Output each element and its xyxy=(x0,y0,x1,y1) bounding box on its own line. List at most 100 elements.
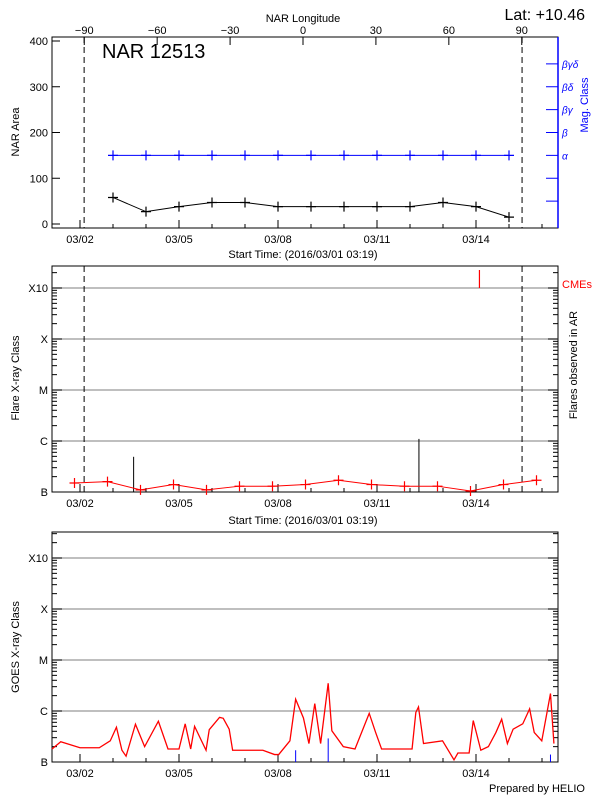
p3-xtick-label: 03/11 xyxy=(364,768,391,780)
p2-ytick-label: X xyxy=(41,334,49,346)
area-point xyxy=(108,192,118,203)
mag-class-point xyxy=(471,150,481,161)
p2-xlabel: Start Time: (2016/03/01 03:19) xyxy=(228,515,377,527)
mag-class-point xyxy=(108,150,118,161)
p1-ytick-label: 0 xyxy=(42,219,48,231)
flare-class-point xyxy=(399,481,410,492)
flare-class-point xyxy=(531,475,542,486)
flare-class-point xyxy=(234,481,245,492)
mag-class-point xyxy=(240,150,250,161)
p1-xtick-label: 03/14 xyxy=(462,234,490,246)
p3-ytick-label: X10 xyxy=(28,553,48,565)
flare-class-point xyxy=(201,484,212,495)
area-point xyxy=(372,201,382,212)
p3-xtick-label: 03/08 xyxy=(264,768,292,780)
area-point xyxy=(141,206,151,217)
p3-ytick-label: M xyxy=(39,655,48,667)
footer-credit: Prepared by HELIO xyxy=(489,783,585,795)
p1-top-tick-label: 60 xyxy=(443,25,455,37)
latitude-label: Lat: +10.46 xyxy=(504,7,585,24)
area-point xyxy=(504,212,514,223)
area-point xyxy=(471,201,481,212)
mag-class-point xyxy=(339,150,349,161)
p1-ytick-label: 200 xyxy=(30,128,48,140)
flare-class-point xyxy=(135,484,146,495)
mag-class-point xyxy=(207,150,217,161)
area-point xyxy=(405,201,415,212)
flare-class-point xyxy=(168,479,179,490)
p1-ytick-label: 300 xyxy=(30,82,48,94)
mag-class-point xyxy=(405,150,415,161)
p1-ytick-label: 100 xyxy=(30,173,48,185)
mag-class-point xyxy=(372,150,382,161)
flare-class-point xyxy=(69,478,80,489)
region-title: NAR 12513 xyxy=(102,41,205,63)
p1-mag-tick-label: βγ xyxy=(561,106,574,117)
area-point xyxy=(207,197,217,208)
area-point xyxy=(339,201,349,212)
flare-class-point xyxy=(267,481,278,492)
p1-top-tick-label: −30 xyxy=(221,25,240,37)
flare-class-point xyxy=(465,486,476,496)
p1-xtick-label: 03/08 xyxy=(264,234,292,246)
p1-ylabel: NAR Area xyxy=(10,107,22,157)
p2-ytick-label: X10 xyxy=(28,283,48,295)
p3-ylabel: GOES X-ray Class xyxy=(10,601,22,693)
mag-class-point xyxy=(438,150,448,161)
area-point xyxy=(438,197,448,208)
area-point xyxy=(240,197,250,208)
p1-plot-frame xyxy=(51,36,559,229)
p3-xtick-label: 03/02 xyxy=(66,768,94,780)
p1-mag-tick-label: α xyxy=(562,151,568,162)
p2-xtick-label: 03/02 xyxy=(66,498,94,510)
p1-mag-tick-label: β xyxy=(561,129,568,140)
mag-class-point xyxy=(141,150,151,161)
p1-top-tick-label: 90 xyxy=(516,25,528,37)
p1-top-tick-label: 30 xyxy=(370,25,382,37)
mag-class-point xyxy=(306,150,316,161)
p2-xtick-label: 03/05 xyxy=(165,498,193,510)
p2-xtick-label: 03/08 xyxy=(264,498,292,510)
area-point xyxy=(174,201,184,212)
p3-plot-frame xyxy=(51,531,559,763)
flare-class-point xyxy=(432,481,443,492)
area-point xyxy=(306,201,316,212)
p3-ytick-label: C xyxy=(40,706,48,718)
p2-plot-frame xyxy=(51,265,559,493)
p2-ylabel: Flare X-ray Class xyxy=(10,335,22,420)
p1-top-tick-label: −90 xyxy=(75,25,94,37)
area-point xyxy=(273,201,283,212)
p1-top-tick-label: −60 xyxy=(148,25,167,37)
p1-xtick-label: 03/05 xyxy=(165,234,193,246)
p3-xtick-label: 03/14 xyxy=(462,768,490,780)
p1-y2label: Mag. Class xyxy=(579,77,591,133)
goes-flux-line xyxy=(51,683,555,762)
p1-mag-tick-label: βγδ xyxy=(561,60,579,71)
p1-xtick-label: 03/02 xyxy=(66,234,94,246)
p2-xtick-label: 03/11 xyxy=(364,498,391,510)
flare-class-point xyxy=(300,479,311,490)
cme-label: CMEs xyxy=(562,279,592,291)
p3-ytick-label: B xyxy=(41,757,48,769)
p1-mag-tick-label: βδ xyxy=(561,83,574,94)
p3-ytick-label: X xyxy=(41,604,49,616)
p2-y2label: Flares observed in AR xyxy=(568,311,580,419)
p1-top-tick-label: 0 xyxy=(300,25,306,37)
flare-class-point xyxy=(102,476,113,487)
flare-class-point xyxy=(498,479,509,490)
mag-class-point xyxy=(174,150,184,161)
p1-xlabel: Start Time: (2016/03/01 03:19) xyxy=(228,249,377,261)
top-axis-label: NAR Longitude xyxy=(266,13,341,25)
p2-ytick-label: C xyxy=(40,436,48,448)
p2-ytick-label: M xyxy=(39,385,48,397)
p1-ytick-label: 400 xyxy=(30,36,48,48)
flare-class-point xyxy=(333,475,344,486)
flare-class-point xyxy=(366,479,377,490)
mag-class-point xyxy=(273,150,283,161)
p2-ytick-label: B xyxy=(41,487,48,499)
p1-xtick-label: 03/11 xyxy=(364,234,391,246)
p2-xtick-label: 03/14 xyxy=(462,498,490,510)
p3-xtick-label: 03/05 xyxy=(165,768,193,780)
mag-class-point xyxy=(504,150,514,161)
